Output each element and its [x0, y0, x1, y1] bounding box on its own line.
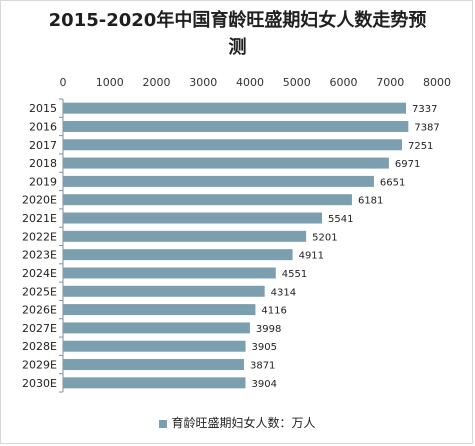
data-label: 3905	[252, 342, 277, 353]
x-tick-label: 0	[60, 76, 67, 89]
category-label: 2026E	[22, 304, 57, 317]
x-tick-label: 5000	[283, 76, 311, 89]
data-label: 4116	[261, 306, 286, 317]
data-label: 7387	[414, 122, 439, 133]
data-label: 6181	[358, 196, 383, 207]
bar	[63, 139, 402, 151]
category-label: 2017	[29, 139, 57, 152]
bar	[63, 249, 293, 261]
data-label: 6651	[380, 177, 405, 188]
category-label: 2015	[29, 102, 57, 115]
data-label: 3871	[250, 361, 275, 372]
data-label: 5541	[328, 214, 353, 225]
bar	[63, 304, 256, 316]
x-tick-label: 3000	[189, 76, 217, 89]
bar	[63, 175, 374, 187]
legend-label: 育龄旺盛期妇女人数：万人	[171, 416, 316, 430]
category-label: 2030E	[22, 377, 57, 390]
data-label: 7337	[412, 104, 437, 115]
bar	[63, 102, 407, 114]
bar	[63, 359, 244, 371]
bar	[63, 120, 409, 132]
data-label: 7251	[408, 141, 433, 152]
x-tick-label: 4000	[236, 76, 264, 89]
category-label: 2028E	[22, 340, 57, 353]
bar	[63, 285, 265, 297]
data-label: 3904	[252, 379, 277, 390]
category-label: 2027E	[22, 322, 57, 335]
category-label: 2021E	[22, 212, 57, 225]
bar	[63, 212, 323, 224]
x-tick-label: 1000	[96, 76, 124, 89]
data-label: 4551	[282, 269, 307, 280]
legend: 育龄旺盛期妇女人数：万人	[1, 414, 474, 431]
bar	[63, 230, 307, 242]
category-axis: 2015 2016 2017 2018 2019 2020E 2021E 2022E 2023E…	[22, 98, 64, 393]
bar	[63, 340, 246, 352]
x-tick-label: 7000	[376, 76, 404, 89]
x-tick-label: 8000	[423, 76, 451, 89]
category-label: 2029E	[22, 359, 57, 372]
bars-group: 7337 7387 7251 6971 6651 6181 5541 5201 4911 4551…	[63, 102, 440, 390]
category-label: 2020E	[22, 194, 57, 207]
category-label: 2023E	[22, 249, 57, 262]
chart-title-line-1: 2015-2020年中国育龄旺盛期妇女人数走势预	[48, 10, 427, 31]
category-label: 2019	[29, 175, 57, 188]
legend-swatch	[159, 419, 168, 428]
bar	[63, 322, 250, 334]
category-label: 2018	[29, 157, 57, 170]
bar	[63, 157, 389, 169]
data-label: 6971	[395, 159, 420, 170]
chart-title-line-2: 测	[228, 37, 247, 58]
data-label: 5201	[312, 232, 337, 243]
category-label: 2025E	[22, 285, 57, 298]
category-label: 2022E	[22, 230, 57, 243]
x-axis-ticks: 0 1000 2000 3000 4000 5000 6000 7000 8000	[60, 76, 452, 89]
data-label: 3998	[256, 324, 281, 335]
category-label: 2016	[29, 120, 57, 133]
x-tick-label: 6000	[330, 76, 358, 89]
data-label: 4314	[271, 287, 296, 298]
x-tick-label: 2000	[143, 76, 171, 89]
bar	[63, 194, 352, 206]
chart-title: 2015-2020年中国育龄旺盛期妇女人数走势预 测	[1, 7, 474, 61]
bar	[63, 377, 246, 389]
category-label: 2024E	[22, 267, 57, 280]
data-label: 4911	[299, 251, 324, 262]
bar	[63, 267, 276, 279]
